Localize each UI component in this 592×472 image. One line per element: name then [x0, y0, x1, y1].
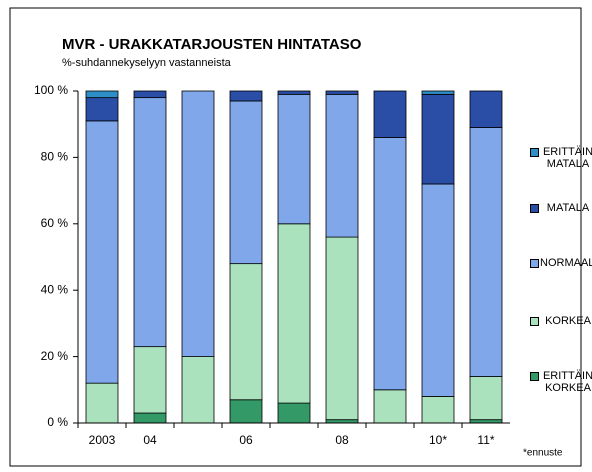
bar-segment — [421, 183, 455, 397]
y-tick-label: 20 % — [41, 349, 69, 363]
bar-segment — [325, 236, 359, 421]
x-tick-label: 06 — [239, 433, 253, 447]
bar-segment — [373, 90, 407, 138]
x-tick-label: 2003 — [89, 433, 116, 447]
bar-segment — [421, 90, 455, 95]
bar-segment — [325, 90, 359, 95]
bar-segment — [469, 127, 503, 377]
y-tick-label: 100 % — [34, 83, 68, 97]
y-tick-label: 40 % — [41, 282, 69, 296]
legend-swatch — [530, 317, 539, 326]
x-tick-label: 08 — [335, 433, 349, 447]
x-tick-label: 04 — [143, 433, 157, 447]
bar-segment — [229, 263, 263, 401]
bar-segment — [277, 402, 311, 424]
x-tick-label: 10* — [429, 433, 447, 447]
x-tick-label: 11* — [477, 433, 494, 447]
bar-segment — [133, 97, 167, 348]
bar-segment — [277, 90, 311, 95]
bar-segment — [85, 382, 119, 424]
bar-segment — [85, 97, 119, 122]
bar-segment — [421, 93, 455, 185]
bar-segment — [277, 93, 311, 225]
bar-segment — [85, 90, 119, 99]
bar-segment — [373, 389, 407, 424]
legend-swatch — [530, 372, 539, 381]
bar-segment — [133, 412, 167, 424]
y-tick-label: 60 % — [41, 216, 69, 230]
legend-label: KORKEA — [545, 315, 591, 327]
bar-segment — [229, 399, 263, 424]
legend-swatch — [530, 259, 539, 268]
bar-segment — [133, 346, 167, 414]
bar-segment — [85, 120, 119, 384]
y-tick-label: 80 % — [41, 150, 69, 164]
bar-segment — [325, 93, 359, 238]
y-tick-label: 0 % — [47, 415, 68, 429]
legend-label: MATALA — [546, 202, 590, 214]
annotation: *ennuste — [523, 448, 563, 459]
chart-title: MVR - URAKKATARJOUSTEN HINTATASO — [62, 36, 362, 53]
bar-segment — [229, 100, 263, 265]
bar-segment — [133, 90, 167, 99]
chart-subtitle: %-suhdannekyselyyn vastanneista — [62, 57, 232, 69]
legend-label: NORMAALI — [540, 257, 592, 269]
legend-label: ERITTÄIN KORKEA — [542, 370, 592, 394]
bar-segment — [373, 137, 407, 391]
bar-segment — [181, 356, 215, 424]
bar-segment — [469, 376, 503, 421]
frame — [9, 7, 582, 467]
bar-segment — [421, 396, 455, 424]
legend-swatch — [530, 204, 539, 213]
bar-segment — [181, 90, 215, 358]
legend-label: ERITTÄIN MATALA — [542, 146, 592, 170]
bar-segment — [277, 223, 311, 404]
bar-segment — [229, 90, 263, 102]
bar-segment — [469, 90, 503, 128]
legend-swatch — [530, 148, 539, 157]
